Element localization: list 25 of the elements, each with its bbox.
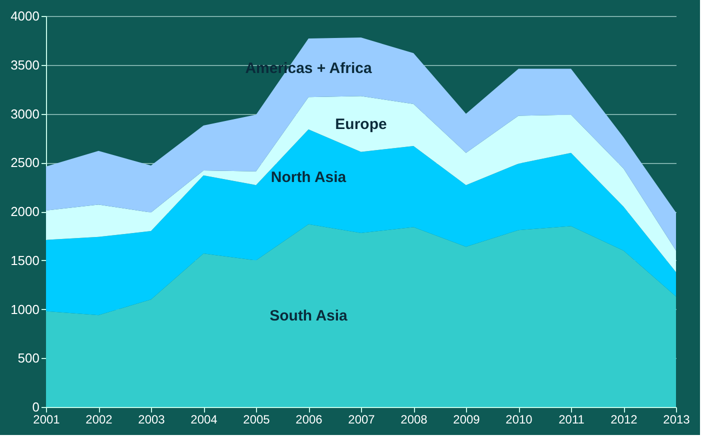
x-tick-label: 2010 bbox=[506, 412, 533, 426]
x-tick-label: 2009 bbox=[453, 412, 480, 426]
y-tick-label: 3500 bbox=[10, 57, 40, 72]
series-label: Europe bbox=[335, 116, 387, 134]
x-tick-label: 2013 bbox=[663, 412, 690, 426]
y-tick-label: 1500 bbox=[10, 252, 40, 268]
x-tick-label: 2012 bbox=[610, 412, 638, 426]
y-tick-label: 4000 bbox=[10, 8, 40, 24]
x-tick-label: 2002 bbox=[86, 412, 113, 426]
x-tick-label: 2007 bbox=[348, 412, 376, 426]
x-tick-label: 2008 bbox=[400, 412, 428, 426]
series-label: North Asia bbox=[270, 168, 347, 186]
x-tick-label: 2001 bbox=[33, 412, 60, 426]
y-tick-label: 3000 bbox=[10, 106, 40, 122]
y-tick-label: 500 bbox=[18, 350, 40, 366]
x-tick-label: 2006 bbox=[296, 412, 323, 426]
series-label: South Asia bbox=[270, 308, 348, 325]
y-tick-label: 0 bbox=[32, 400, 40, 414]
x-tick-label: 2005 bbox=[243, 412, 270, 426]
x-tick-label: 2003 bbox=[138, 412, 166, 426]
x-tick-label: 2011 bbox=[558, 412, 585, 426]
y-tick-label: 1000 bbox=[10, 302, 40, 317]
y-tick-label: 2000 bbox=[10, 204, 40, 219]
y-tick-label: 2500 bbox=[10, 155, 40, 170]
x-tick-label: 2004 bbox=[190, 412, 218, 426]
